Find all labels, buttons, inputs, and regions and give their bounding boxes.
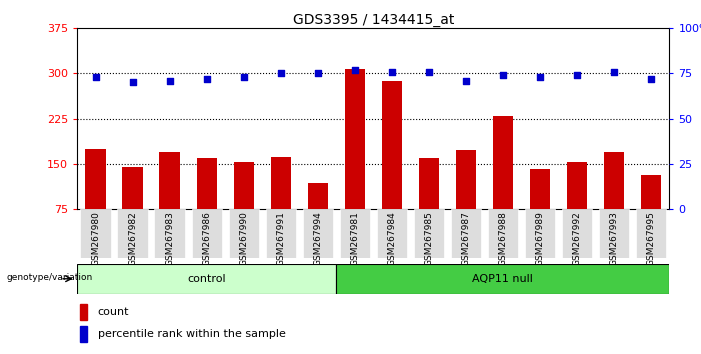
Text: AQP11 null: AQP11 null: [472, 274, 533, 284]
FancyBboxPatch shape: [303, 209, 333, 258]
FancyBboxPatch shape: [339, 209, 370, 258]
Text: GSM267989: GSM267989: [536, 211, 545, 266]
Bar: [196, 158, 217, 209]
Title: GDS3395 / 1434415_at: GDS3395 / 1434415_at: [292, 13, 454, 27]
Text: GSM267990: GSM267990: [239, 211, 248, 266]
Point: [90, 74, 101, 80]
FancyBboxPatch shape: [414, 209, 444, 258]
Point: [608, 69, 620, 74]
Bar: [604, 152, 624, 209]
Text: control: control: [187, 274, 226, 284]
Text: count: count: [98, 307, 130, 318]
Bar: [456, 150, 476, 209]
Text: GSM267991: GSM267991: [276, 211, 285, 266]
Point: [571, 73, 583, 78]
Point: [534, 74, 545, 80]
Bar: [80, 326, 88, 342]
Text: GSM267988: GSM267988: [498, 211, 508, 266]
FancyBboxPatch shape: [451, 209, 481, 258]
Point: [164, 78, 175, 84]
Text: genotype/variation: genotype/variation: [6, 273, 93, 282]
Point: [423, 69, 435, 74]
Text: GSM267982: GSM267982: [128, 211, 137, 266]
Bar: [345, 69, 365, 209]
Bar: [493, 115, 513, 209]
FancyBboxPatch shape: [488, 209, 518, 258]
FancyBboxPatch shape: [562, 209, 592, 258]
FancyBboxPatch shape: [77, 264, 336, 294]
Text: percentile rank within the sample: percentile rank within the sample: [98, 330, 286, 339]
Point: [275, 71, 286, 76]
Bar: [641, 175, 661, 209]
Text: GSM267995: GSM267995: [646, 211, 655, 266]
Point: [497, 73, 508, 78]
Text: GSM267992: GSM267992: [573, 211, 581, 266]
Bar: [86, 149, 106, 209]
Text: GSM267993: GSM267993: [609, 211, 618, 266]
FancyBboxPatch shape: [81, 209, 111, 258]
Text: GSM267980: GSM267980: [91, 211, 100, 266]
FancyBboxPatch shape: [229, 209, 259, 258]
Point: [238, 74, 250, 80]
FancyBboxPatch shape: [266, 209, 296, 258]
Point: [461, 78, 472, 84]
Point: [349, 67, 360, 73]
Point: [386, 69, 397, 74]
FancyBboxPatch shape: [154, 209, 185, 258]
Bar: [233, 162, 254, 209]
Bar: [80, 304, 88, 320]
FancyBboxPatch shape: [118, 209, 148, 258]
Bar: [123, 167, 143, 209]
Point: [201, 76, 212, 82]
Point: [312, 71, 323, 76]
Bar: [381, 81, 402, 209]
Bar: [530, 169, 550, 209]
Text: GSM267985: GSM267985: [424, 211, 433, 266]
FancyBboxPatch shape: [336, 264, 669, 294]
FancyBboxPatch shape: [636, 209, 666, 258]
Bar: [160, 152, 180, 209]
FancyBboxPatch shape: [191, 209, 222, 258]
Text: GSM267984: GSM267984: [387, 211, 396, 266]
Text: GSM267981: GSM267981: [350, 211, 360, 266]
FancyBboxPatch shape: [599, 209, 629, 258]
FancyBboxPatch shape: [376, 209, 407, 258]
Text: GSM267986: GSM267986: [202, 211, 211, 266]
Text: GSM267994: GSM267994: [313, 211, 322, 266]
Text: GSM267987: GSM267987: [461, 211, 470, 266]
Text: GSM267983: GSM267983: [165, 211, 174, 266]
FancyBboxPatch shape: [525, 209, 555, 258]
Point: [127, 80, 138, 85]
Bar: [271, 156, 291, 209]
Bar: [566, 162, 587, 209]
Point: [646, 76, 657, 82]
Bar: [308, 183, 328, 209]
Bar: [418, 158, 439, 209]
